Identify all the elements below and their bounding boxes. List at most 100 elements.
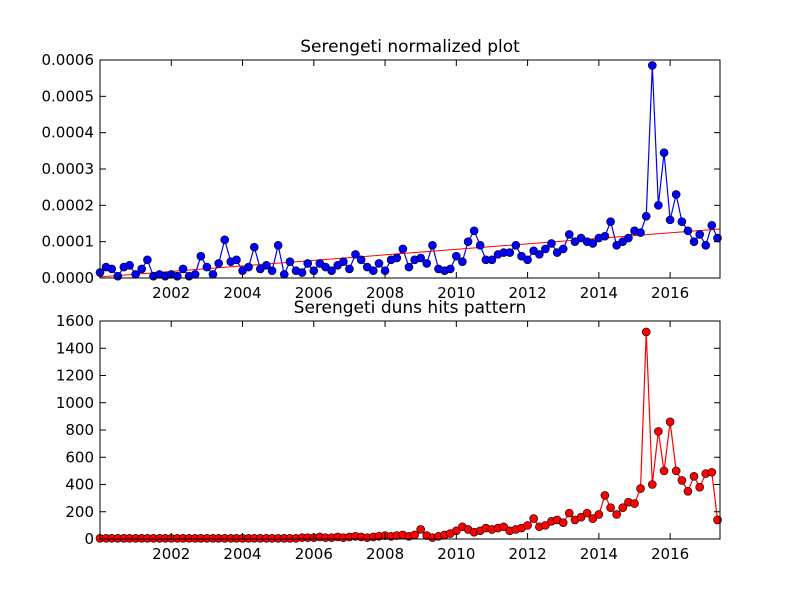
x-tick-label: 2010	[437, 545, 475, 563]
data-point	[689, 237, 699, 246]
y-tick-label: 200	[65, 503, 94, 521]
data-point	[511, 241, 521, 250]
data-point	[297, 268, 307, 277]
data-point	[208, 270, 218, 279]
data-point	[190, 270, 200, 279]
data-point	[445, 264, 455, 274]
data-point	[374, 259, 384, 268]
x-tick-label: 2006	[295, 284, 333, 302]
y-tick-label: 0.0003	[42, 160, 95, 178]
data-point	[249, 242, 259, 252]
data-point	[416, 525, 425, 534]
x-tick-label: 2008	[366, 284, 404, 302]
data-point	[541, 521, 550, 530]
data-point	[535, 250, 544, 259]
data-point	[659, 466, 669, 476]
data-point	[458, 257, 467, 266]
data-point	[618, 503, 628, 512]
data-point	[612, 510, 621, 519]
data-point	[665, 215, 675, 225]
data-point	[665, 417, 675, 427]
y-tick-label: 0.0002	[42, 196, 95, 214]
data-point	[695, 482, 704, 492]
data-point	[404, 262, 414, 272]
data-point	[487, 255, 497, 265]
x-tick-label: 2014	[580, 545, 618, 563]
data-point	[463, 237, 473, 246]
x-tick-label: 2008	[366, 545, 404, 563]
x-tick-label: 2012	[508, 545, 546, 563]
data-point	[707, 221, 717, 230]
data-point	[327, 266, 336, 276]
data-point	[220, 235, 230, 245]
data-point	[647, 61, 657, 70]
y-tick-label: 0	[84, 530, 94, 548]
y-tick-label: 600	[65, 448, 94, 466]
data-point	[654, 201, 663, 210]
data-point	[244, 262, 253, 272]
data-point	[624, 233, 633, 243]
data-point	[143, 255, 152, 265]
y-tick-label: 0.0005	[42, 87, 95, 105]
data-point	[392, 253, 402, 263]
data-point	[707, 467, 717, 477]
data-point	[636, 228, 645, 237]
data-point	[232, 255, 241, 265]
data-point	[671, 466, 681, 476]
data-point	[202, 262, 212, 272]
data-point	[173, 271, 182, 281]
data-point	[576, 512, 586, 522]
data-point	[564, 230, 574, 239]
x-tick-label: 2002	[152, 545, 190, 563]
data-point	[303, 259, 313, 268]
data-point	[695, 230, 704, 239]
data-point	[654, 427, 663, 436]
data-point	[558, 244, 568, 254]
x-tick-label: 2004	[223, 545, 261, 563]
data-point	[339, 257, 348, 266]
data-point	[416, 253, 425, 263]
data-point	[356, 255, 366, 265]
data-point	[273, 241, 283, 250]
data-point	[630, 499, 639, 508]
y-tick-label: 400	[65, 476, 94, 494]
x-tick-label: 2010	[437, 284, 475, 302]
data-point	[499, 522, 509, 532]
data-point	[345, 264, 354, 274]
chart-title: Serengeti duns hits pattern	[294, 298, 527, 318]
data-point	[547, 239, 556, 248]
data-point	[469, 226, 479, 236]
y-tick-label: 1200	[56, 367, 94, 385]
data-point	[196, 251, 206, 261]
y-tick-label: 0.0001	[42, 233, 95, 251]
data-point	[113, 271, 123, 281]
data-point	[683, 226, 693, 236]
data-point	[683, 487, 693, 496]
data-point	[606, 217, 615, 226]
data-point	[351, 250, 360, 259]
data-point	[647, 480, 657, 489]
data-point	[523, 255, 532, 265]
x-tick-label: 2016	[651, 545, 689, 563]
data-point	[564, 508, 574, 518]
y-tick-label: 0.0006	[42, 51, 95, 69]
data-point	[107, 264, 117, 274]
data-point	[475, 241, 485, 250]
x-tick-label: 2016	[651, 284, 689, 302]
plot-area	[100, 60, 720, 278]
data-point	[689, 472, 699, 481]
y-tick-label: 1400	[56, 339, 94, 357]
data-point	[178, 264, 188, 274]
data-point	[701, 241, 711, 250]
data-point	[641, 211, 651, 221]
data-point	[125, 260, 134, 270]
data-point	[137, 264, 146, 274]
data-point	[422, 259, 432, 268]
x-tick-label: 2014	[580, 284, 618, 302]
x-tick-label: 2002	[152, 284, 190, 302]
data-point	[588, 239, 598, 248]
data-point	[677, 476, 687, 485]
data-point	[582, 508, 592, 518]
